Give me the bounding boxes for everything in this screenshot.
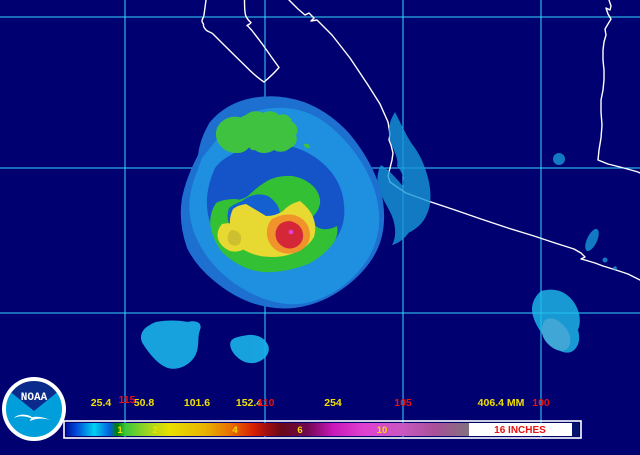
svg-text:115: 115 [119,394,136,406]
svg-text:105: 105 [394,397,412,409]
svg-text:1: 1 [117,425,123,436]
svg-text:50.8: 50.8 [134,397,155,409]
svg-text:6: 6 [297,425,302,436]
svg-text:2: 2 [152,425,157,436]
svg-text:100: 100 [532,397,550,409]
svg-text:101.6: 101.6 [184,397,210,409]
svg-text:25.4: 25.4 [91,397,112,409]
svg-text:10: 10 [377,425,388,436]
svg-text:NOAA: NOAA [21,392,48,404]
svg-text:4: 4 [232,425,238,436]
svg-text:254: 254 [324,397,342,409]
svg-text:16 INCHES: 16 INCHES [494,425,546,436]
svg-text:406.4 MM: 406.4 MM [478,397,525,409]
svg-text:110: 110 [258,397,275,409]
